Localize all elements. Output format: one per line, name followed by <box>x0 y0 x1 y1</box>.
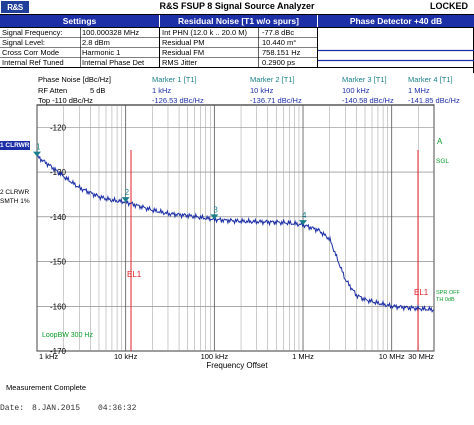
y-tick-label: -160 <box>50 302 67 311</box>
residual-noise-header: Residual Noise [T1 w/o spurs] <box>160 15 317 27</box>
title-bar <box>0 0 474 15</box>
y-tick-label: -150 <box>50 258 67 267</box>
app-title: R&S FSUP 8 Signal Source Analyzer <box>159 1 315 11</box>
residual-label: Int PHN (12.0 k .. 20.0 M) <box>162 28 248 37</box>
trace-a-label: A <box>437 137 443 146</box>
limit-line-right-label: EL1 <box>414 288 429 297</box>
marker-1-value: -126.53 dBc/Hz <box>152 96 204 105</box>
x-tick-label: 30 MHz <box>408 352 434 361</box>
marker-2-value: -136.71 dBc/Hz <box>250 96 302 105</box>
date-label: Date: <box>0 404 25 413</box>
settings-value: Harmonic 1 <box>82 48 121 57</box>
settings-value: 100.000328 MHz <box>82 28 140 37</box>
settings-label: Signal Frequency: <box>2 28 63 37</box>
rs-logo: R&S <box>1 1 29 13</box>
marker-triangle <box>210 214 219 220</box>
plot-markers: 1 2 3 4 <box>33 143 308 226</box>
marker-3-name: Marker 3 [T1] <box>342 75 387 84</box>
marker-label: 3 <box>213 205 218 214</box>
settings-label: Signal Level: <box>2 38 45 47</box>
y-tick-labels: -120-130-140-150-160-170 <box>50 123 67 356</box>
residual-value: 10.440 m° <box>262 38 297 47</box>
date-value: 8.JAN.2015 <box>32 404 81 413</box>
phase-noise-trace <box>36 154 435 313</box>
x-tick-label: 1 kHz <box>39 352 58 361</box>
spr-off-label: SPR OFF <box>436 290 460 296</box>
y-tick-label: -120 <box>50 123 67 132</box>
locked-status: LOCKED <box>430 1 468 11</box>
marker-triangle <box>299 220 308 226</box>
marker-1-freq: 1 kHz <box>152 86 172 95</box>
sgl-label: SGL <box>436 158 450 165</box>
marker-4-value: -141.85 dBc/Hz <box>408 96 460 105</box>
settings-value: Internal Phase Det <box>82 58 145 67</box>
smoothing-label: SMTH 1% <box>0 198 30 205</box>
settings-row: Signal Level: 2.8 dBm Residual PM 10.440… <box>0 38 318 48</box>
x-tick-labels: 1 kHz 10 kHz 100 kHz 1 MHz 10 MHz 30 MHz <box>39 352 434 361</box>
y-tick-label: -140 <box>50 213 67 222</box>
settings-row: Internal Ref Tuned Internal Phase Det RM… <box>0 58 318 68</box>
phase-noise-plot[interactable]: -120-130-140-150-160-170 1 kHz 10 kHz 100 … <box>0 100 474 372</box>
settings-value: 2.8 dBm <box>82 38 110 47</box>
measurement-status: Measurement Complete <box>6 383 87 392</box>
settings-table-grid <box>0 27 474 73</box>
marker-3-freq: 100 kHz <box>342 86 370 95</box>
x-tick-label: 10 MHz <box>379 352 405 361</box>
x-tick-label: 10 kHz <box>114 352 138 361</box>
top-reference: Top -110 dBc/Hz <box>38 96 93 105</box>
residual-label: Residual PM <box>162 38 205 47</box>
residual-value: -77.8 dBc <box>262 28 295 37</box>
marker-2-freq: 10 kHz <box>250 86 274 95</box>
settings-header: Settings <box>0 15 159 27</box>
marker-triangle <box>33 151 41 157</box>
marker-1-name: Marker 1 [T1] <box>152 75 197 84</box>
settings-row: Cross Corr Mode Harmonic 1 Residual FM 7… <box>0 48 318 58</box>
trace-2-label[interactable]: 2 CLRWR <box>0 189 30 196</box>
residual-value: 758.151 Hz <box>262 48 301 57</box>
phase-noise-unit: Phase Noise [dBc/Hz] <box>38 75 111 84</box>
marker-label: 2 <box>125 188 130 197</box>
residual-label: Residual FM <box>162 48 205 57</box>
limit-line-label: EL1 <box>127 270 142 279</box>
settings-label: Cross Corr Mode <box>2 48 60 57</box>
rf-atten-value: 5 dB <box>90 86 106 95</box>
marker-label: 4 <box>302 211 307 220</box>
loop-bandwidth-label: LoopBW 300 Hz <box>42 332 93 339</box>
rf-atten-label: RF Atten <box>38 86 68 95</box>
marker-4-freq: 1 MHz <box>408 86 430 95</box>
plot-frame <box>36 104 435 352</box>
phase-detector-header: Phase Detector +40 dB <box>318 15 474 27</box>
marker-triangle <box>121 197 130 203</box>
marker-4-name: Marker 4 [T1] <box>408 75 453 84</box>
time-value: 04:36:32 <box>98 404 137 413</box>
plot-grid <box>36 104 435 352</box>
marker-label: 1 <box>36 143 41 152</box>
x-axis-label: Frequency Offset <box>206 361 268 370</box>
settings-label: Internal Ref Tuned <box>2 58 64 67</box>
trace-1-label[interactable]: 1 CLRWR <box>0 141 30 150</box>
threshold-label: TH 0dB <box>436 297 455 303</box>
y-tick-label: -170 <box>50 347 67 356</box>
residual-value: 0.2900 ps <box>262 58 295 67</box>
residual-label: RMS Jitter <box>162 58 198 67</box>
x-tick-label: 100 kHz <box>201 352 229 361</box>
settings-row: Signal Frequency: 100.000328 MHz Int PHN… <box>0 28 318 38</box>
marker-3-value: -140.58 dBc/Hz <box>342 96 394 105</box>
marker-2-name: Marker 2 [T1] <box>250 75 295 84</box>
limit-lines <box>130 150 419 351</box>
x-tick-label: 1 MHz <box>292 352 314 361</box>
